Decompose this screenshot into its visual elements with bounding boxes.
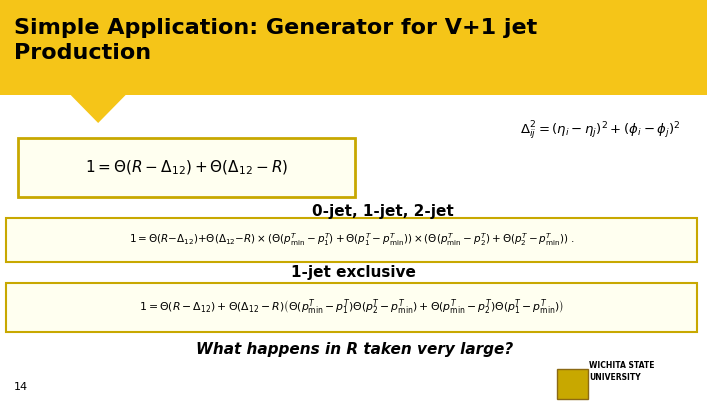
Text: $\Delta_{ij}^{2} = (\eta_i - \eta_j)^2 + (\phi_i - \phi_j)^2$: $\Delta_{ij}^{2} = (\eta_i - \eta_j)^2 +…	[521, 120, 681, 142]
Text: $1 = \Theta(R - \Delta_{12}) + \Theta(\Delta_{12} - R)$: $1 = \Theta(R - \Delta_{12}) + \Theta(\D…	[85, 158, 288, 177]
Text: 0-jet, 1-jet, 2-jet: 0-jet, 1-jet, 2-jet	[312, 204, 454, 219]
FancyBboxPatch shape	[6, 218, 697, 262]
Text: What happens in R taken very large?: What happens in R taken very large?	[197, 342, 513, 357]
Text: 14: 14	[14, 382, 28, 392]
Text: 1-jet exclusive: 1-jet exclusive	[291, 265, 415, 280]
FancyBboxPatch shape	[557, 369, 588, 399]
Text: $1 = \Theta(R - \Delta_{12}) + \Theta(\Delta_{12} - R)\left(\Theta(p^T_{\rm min}: $1 = \Theta(R - \Delta_{12}) + \Theta(\D…	[139, 298, 564, 317]
FancyBboxPatch shape	[0, 0, 707, 95]
Text: $1 = \Theta(R{-}\Delta_{12}){+}\Theta(\Delta_{12}{-}R)\times(\Theta(p^T_{\rm min: $1 = \Theta(R{-}\Delta_{12}){+}\Theta(\D…	[129, 232, 574, 248]
Polygon shape	[71, 95, 125, 123]
Text: WICHITA STATE
UNIVERSITY: WICHITA STATE UNIVERSITY	[589, 361, 654, 382]
Text: Simple Application: Generator for V+1 jet
Production: Simple Application: Generator for V+1 je…	[14, 18, 537, 63]
FancyBboxPatch shape	[6, 283, 697, 332]
FancyBboxPatch shape	[18, 138, 355, 197]
